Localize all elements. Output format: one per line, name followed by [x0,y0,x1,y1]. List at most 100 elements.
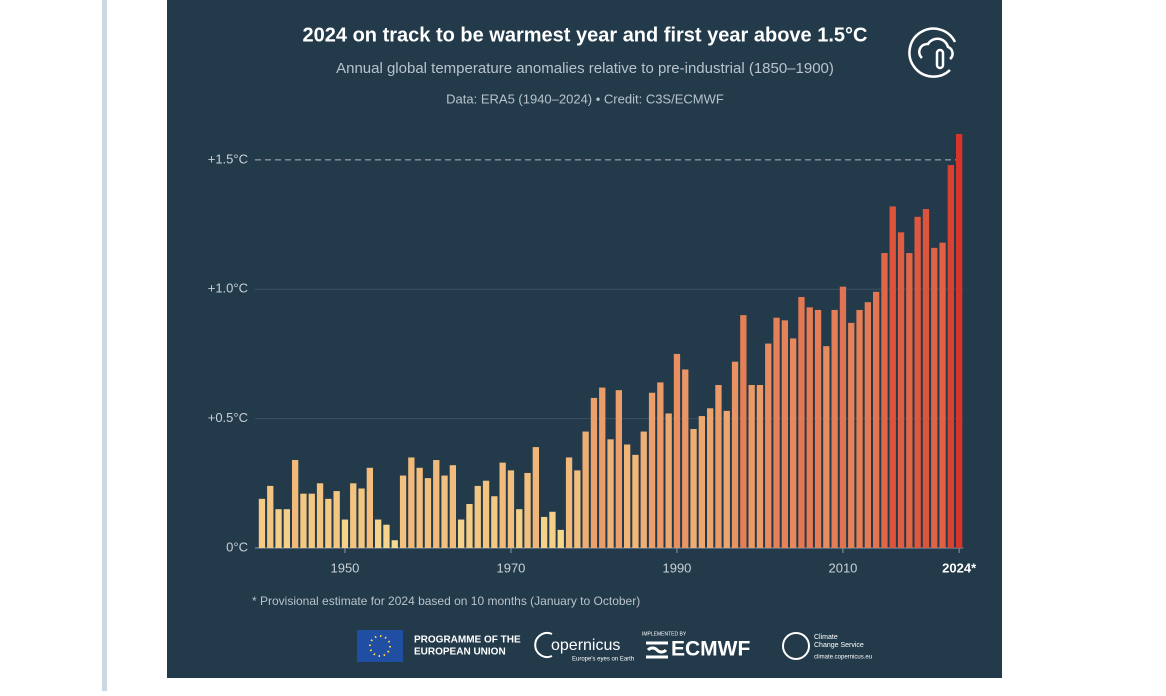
logo-text: ECMWF [671,638,750,661]
bar [466,504,473,548]
bar [881,253,888,548]
chart-subtitle: Annual global temperature anomalies rela… [336,60,834,77]
y-tick-label: 0°C [226,539,248,554]
x-tick-label: 1970 [496,560,525,575]
logo-text: Climate [814,634,838,641]
bar [748,384,755,548]
bar [773,317,780,548]
bar [848,322,855,548]
bar [516,509,523,548]
bar [374,519,382,548]
bar [839,286,847,548]
bar [316,483,324,548]
bar [731,361,739,548]
bar [665,413,672,548]
bar [582,431,589,548]
logos: PROGRAMME OF THE EUROPEAN UNION opernicu… [357,630,872,663]
bar [781,320,789,548]
x-tick-label: 1990 [662,560,691,575]
bar [333,491,340,548]
bar [291,460,299,548]
bar [267,485,274,548]
y-tick-label: +1.5°C [208,151,248,166]
bar [648,392,656,548]
bar [350,483,357,548]
bar [433,460,440,548]
bar [740,315,747,548]
bar [283,509,291,548]
bar [831,309,838,548]
bar [690,428,697,548]
copernicus-c [534,632,553,658]
bar [300,493,307,548]
bar [682,369,689,548]
logo-text: IMPLEMENTED BY [642,631,687,637]
bar [640,431,647,548]
bar [947,165,955,549]
chart-panel [167,0,1002,678]
footnote: * Provisional estimate for 2024 based on… [252,594,640,608]
bar [615,390,623,548]
bar [698,416,706,548]
bar [391,540,398,548]
bar [864,302,872,548]
bar [931,247,938,548]
bar [565,457,573,548]
bar [715,384,722,548]
bar [557,529,564,548]
bar [574,470,581,548]
bar [482,480,490,548]
chart-source: Data: ERA5 (1940–2024) • Credit: C3S/ECM… [446,91,724,106]
x-tick-label: 2010 [828,560,857,575]
bar [358,488,365,548]
bar [632,454,639,548]
logo-text: climate.copernicus.eu [814,655,872,661]
bar [416,467,423,548]
bar [308,493,315,548]
bar [922,209,930,548]
logo-text: EUROPEAN UNION [414,647,506,658]
bar [507,470,515,548]
bar [657,382,664,548]
bar [258,498,266,548]
bar [806,307,813,548]
bar [399,475,407,548]
logo-text: PROGRAMME OF THE [414,635,521,646]
bar [706,408,714,548]
bar [325,498,332,548]
bar [872,291,880,548]
chart-title: 2024 on track to be warmest year and fir… [303,24,868,46]
c3s-icon [908,27,957,78]
bar [275,509,282,548]
bar [499,462,506,548]
bar [366,467,374,548]
bar [789,338,797,548]
eu-flag [357,630,403,662]
bar [673,353,681,548]
bar [540,516,548,548]
bar [474,485,481,548]
bar [889,206,896,548]
y-tick-label: +1.0°C [208,281,248,296]
bar [449,465,457,548]
bar [408,457,415,548]
ecmwf-mark [646,641,668,659]
bar [856,309,863,548]
bar [939,242,946,549]
bar [491,496,498,548]
bar [723,410,730,548]
bar [823,346,830,548]
bar [756,384,764,548]
bar [599,387,606,548]
bar [441,475,448,548]
bar [897,232,905,548]
bar [914,216,921,549]
x-tick-label: 2024* [942,560,977,575]
bar [383,524,390,548]
bar [814,309,822,548]
bar [798,297,805,548]
x-tick-label: 1950 [330,560,359,575]
side-rule [102,0,107,691]
